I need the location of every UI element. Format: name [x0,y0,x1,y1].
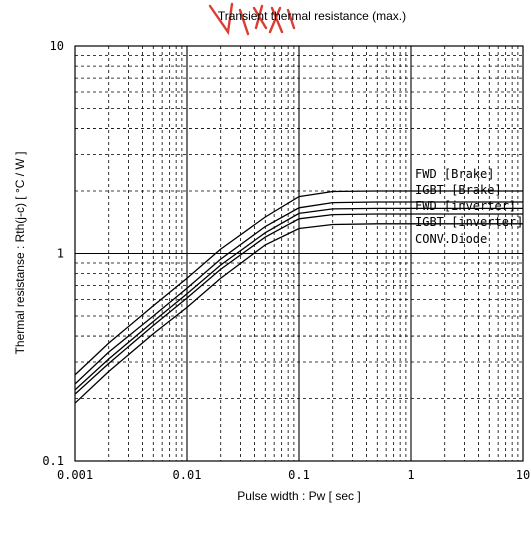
chart-title: Transient thermal resistance (max.) [218,9,406,23]
legend-label: IGBT [inverter] [415,215,523,229]
grid [75,46,523,461]
watermark-stamp [208,2,296,36]
x-tick-label: 10 [516,468,530,482]
series-line [74,223,523,404]
series-line [74,213,523,395]
x-tick-label: 1 [407,468,414,482]
y-tick-label: 10 [50,39,64,53]
x-tick-label: 0.001 [57,468,93,482]
series-lines [74,190,523,404]
x-axis-label: Pulse width : Pw [ sec ] [237,489,360,503]
legend-label: FWD [Brake] [415,167,494,181]
x-tick-label: 0.01 [173,468,202,482]
series-line [74,207,523,391]
y-tick-label: 1 [57,247,64,261]
x-tick-label: 0.1 [288,468,310,482]
legend-label: CONV.Diode [415,232,487,246]
y-axis-label: Thermal resistanse : Rth(j-c) [ °C / W ] [13,152,27,355]
tick-labels: 0.001 0.01 0.1 1 10 0.1 1 10 [42,39,530,482]
y-tick-label: 0.1 [42,454,64,468]
series-line [74,201,523,385]
legend-label: FWD [inverter] [415,199,516,213]
plot-frame [74,45,524,462]
series-line [74,190,523,376]
legend: FWD [Brake] IGBT [Brake] FWD [inverter] IGB… [415,167,523,246]
legend-label: IGBT [Brake] [415,183,502,197]
